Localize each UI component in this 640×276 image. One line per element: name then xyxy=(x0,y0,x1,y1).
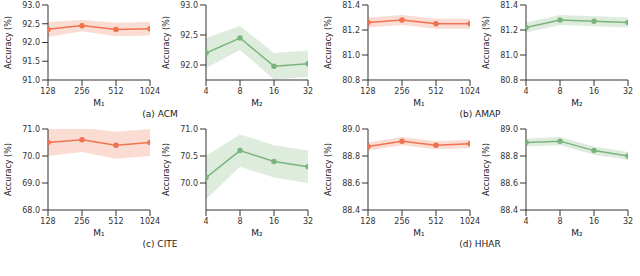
svg-text:92.0: 92.0 xyxy=(180,61,198,70)
svg-text:32: 32 xyxy=(303,217,313,226)
svg-text:Accuracy (%): Accuracy (%) xyxy=(324,16,333,69)
svg-text:16: 16 xyxy=(589,217,599,226)
svg-text:1024: 1024 xyxy=(140,87,160,96)
svg-text:512: 512 xyxy=(108,87,123,96)
svg-text:81.4: 81.4 xyxy=(500,1,518,10)
svg-text:256: 256 xyxy=(74,87,89,96)
html-text:(d) HHAR: (d) HHAR xyxy=(459,239,501,249)
svg-text:70.0: 70.0 xyxy=(22,152,40,161)
svg-text:M₂: M₂ xyxy=(571,98,583,106)
svg-text:70.5: 70.5 xyxy=(180,152,198,161)
svg-text:88.8: 88.8 xyxy=(342,152,360,161)
svg-text:81.2: 81.2 xyxy=(342,26,360,35)
svg-text:92.5: 92.5 xyxy=(180,31,198,40)
svg-text:8: 8 xyxy=(557,87,562,96)
svg-text:69.0: 69.0 xyxy=(22,179,40,188)
svg-text:8: 8 xyxy=(557,217,562,226)
svg-text:Accuracy (%): Accuracy (%) xyxy=(482,143,491,196)
svg-text:93.0: 93.0 xyxy=(180,1,198,10)
svg-text:4: 4 xyxy=(523,87,528,96)
svg-text:512: 512 xyxy=(428,217,443,226)
svg-text:128: 128 xyxy=(40,87,55,96)
svg-text:Accuracy (%): Accuracy (%) xyxy=(324,143,333,196)
svg-text:70.0: 70.0 xyxy=(180,179,198,188)
svg-text:8: 8 xyxy=(237,217,242,226)
svg-text:88.6: 88.6 xyxy=(500,179,518,188)
svg-text:512: 512 xyxy=(108,217,123,226)
svg-text:8: 8 xyxy=(237,87,242,96)
svg-text:89.0: 89.0 xyxy=(500,125,518,134)
svg-text:M₁: M₁ xyxy=(413,98,425,106)
svg-text:4: 4 xyxy=(203,87,208,96)
html-text:(c) CITE: (c) CITE xyxy=(142,239,178,249)
svg-text:128: 128 xyxy=(40,217,55,226)
svg-text:Accuracy (%): Accuracy (%) xyxy=(162,143,171,196)
svg-text:88.4: 88.4 xyxy=(500,206,518,215)
svg-text:92.0: 92.0 xyxy=(22,38,40,47)
svg-text:4: 4 xyxy=(523,217,528,226)
svg-text:Accuracy (%): Accuracy (%) xyxy=(482,16,491,69)
svg-text:71.0: 71.0 xyxy=(180,125,198,134)
svg-text:81.4: 81.4 xyxy=(342,1,360,10)
svg-text:M₁: M₁ xyxy=(93,228,105,236)
svg-text:32: 32 xyxy=(303,87,313,96)
svg-text:M₁: M₁ xyxy=(413,228,425,236)
svg-text:81.2: 81.2 xyxy=(500,26,518,35)
svg-text:32: 32 xyxy=(623,87,632,96)
svg-text:88.8: 88.8 xyxy=(500,152,518,161)
svg-text:M₁: M₁ xyxy=(93,98,105,106)
svg-text:71.0: 71.0 xyxy=(22,125,40,134)
html-text:(b) AMAP: (b) AMAP xyxy=(459,109,501,119)
svg-text:256: 256 xyxy=(394,87,409,96)
svg-text:80.8: 80.8 xyxy=(342,76,360,85)
svg-text:91.5: 91.5 xyxy=(22,57,40,66)
svg-text:256: 256 xyxy=(74,217,89,226)
svg-text:Accuracy (%): Accuracy (%) xyxy=(162,16,171,69)
svg-text:80.8: 80.8 xyxy=(500,76,518,85)
svg-text:128: 128 xyxy=(360,217,375,226)
svg-text:91.0: 91.0 xyxy=(22,76,40,85)
svg-text:Accuracy (%): Accuracy (%) xyxy=(8,143,13,196)
svg-text:92.5: 92.5 xyxy=(22,20,40,29)
svg-text:68.0: 68.0 xyxy=(22,206,40,215)
svg-text:M₂: M₂ xyxy=(571,228,583,236)
svg-text:M₂: M₂ xyxy=(251,98,263,106)
svg-text:16: 16 xyxy=(589,87,599,96)
svg-text:256: 256 xyxy=(394,217,409,226)
svg-text:1024: 1024 xyxy=(460,217,480,226)
svg-text:81.0: 81.0 xyxy=(500,51,518,60)
svg-text:M₂: M₂ xyxy=(251,228,263,236)
svg-text:89.0: 89.0 xyxy=(342,125,360,134)
svg-text:16: 16 xyxy=(269,87,279,96)
svg-text:88.4: 88.4 xyxy=(342,206,360,215)
svg-text:93.0: 93.0 xyxy=(22,1,40,10)
svg-text:81.0: 81.0 xyxy=(342,51,360,60)
svg-text:Accuracy (%): Accuracy (%) xyxy=(8,16,13,69)
svg-text:1024: 1024 xyxy=(460,87,480,96)
svg-text:88.6: 88.6 xyxy=(342,179,360,188)
svg-text:16: 16 xyxy=(269,217,279,226)
svg-text:32: 32 xyxy=(623,217,632,226)
svg-text:512: 512 xyxy=(428,87,443,96)
svg-text:4: 4 xyxy=(203,217,208,226)
html-text:(a) ACM: (a) ACM xyxy=(142,109,178,119)
svg-text:1024: 1024 xyxy=(140,217,160,226)
svg-text:128: 128 xyxy=(360,87,375,96)
